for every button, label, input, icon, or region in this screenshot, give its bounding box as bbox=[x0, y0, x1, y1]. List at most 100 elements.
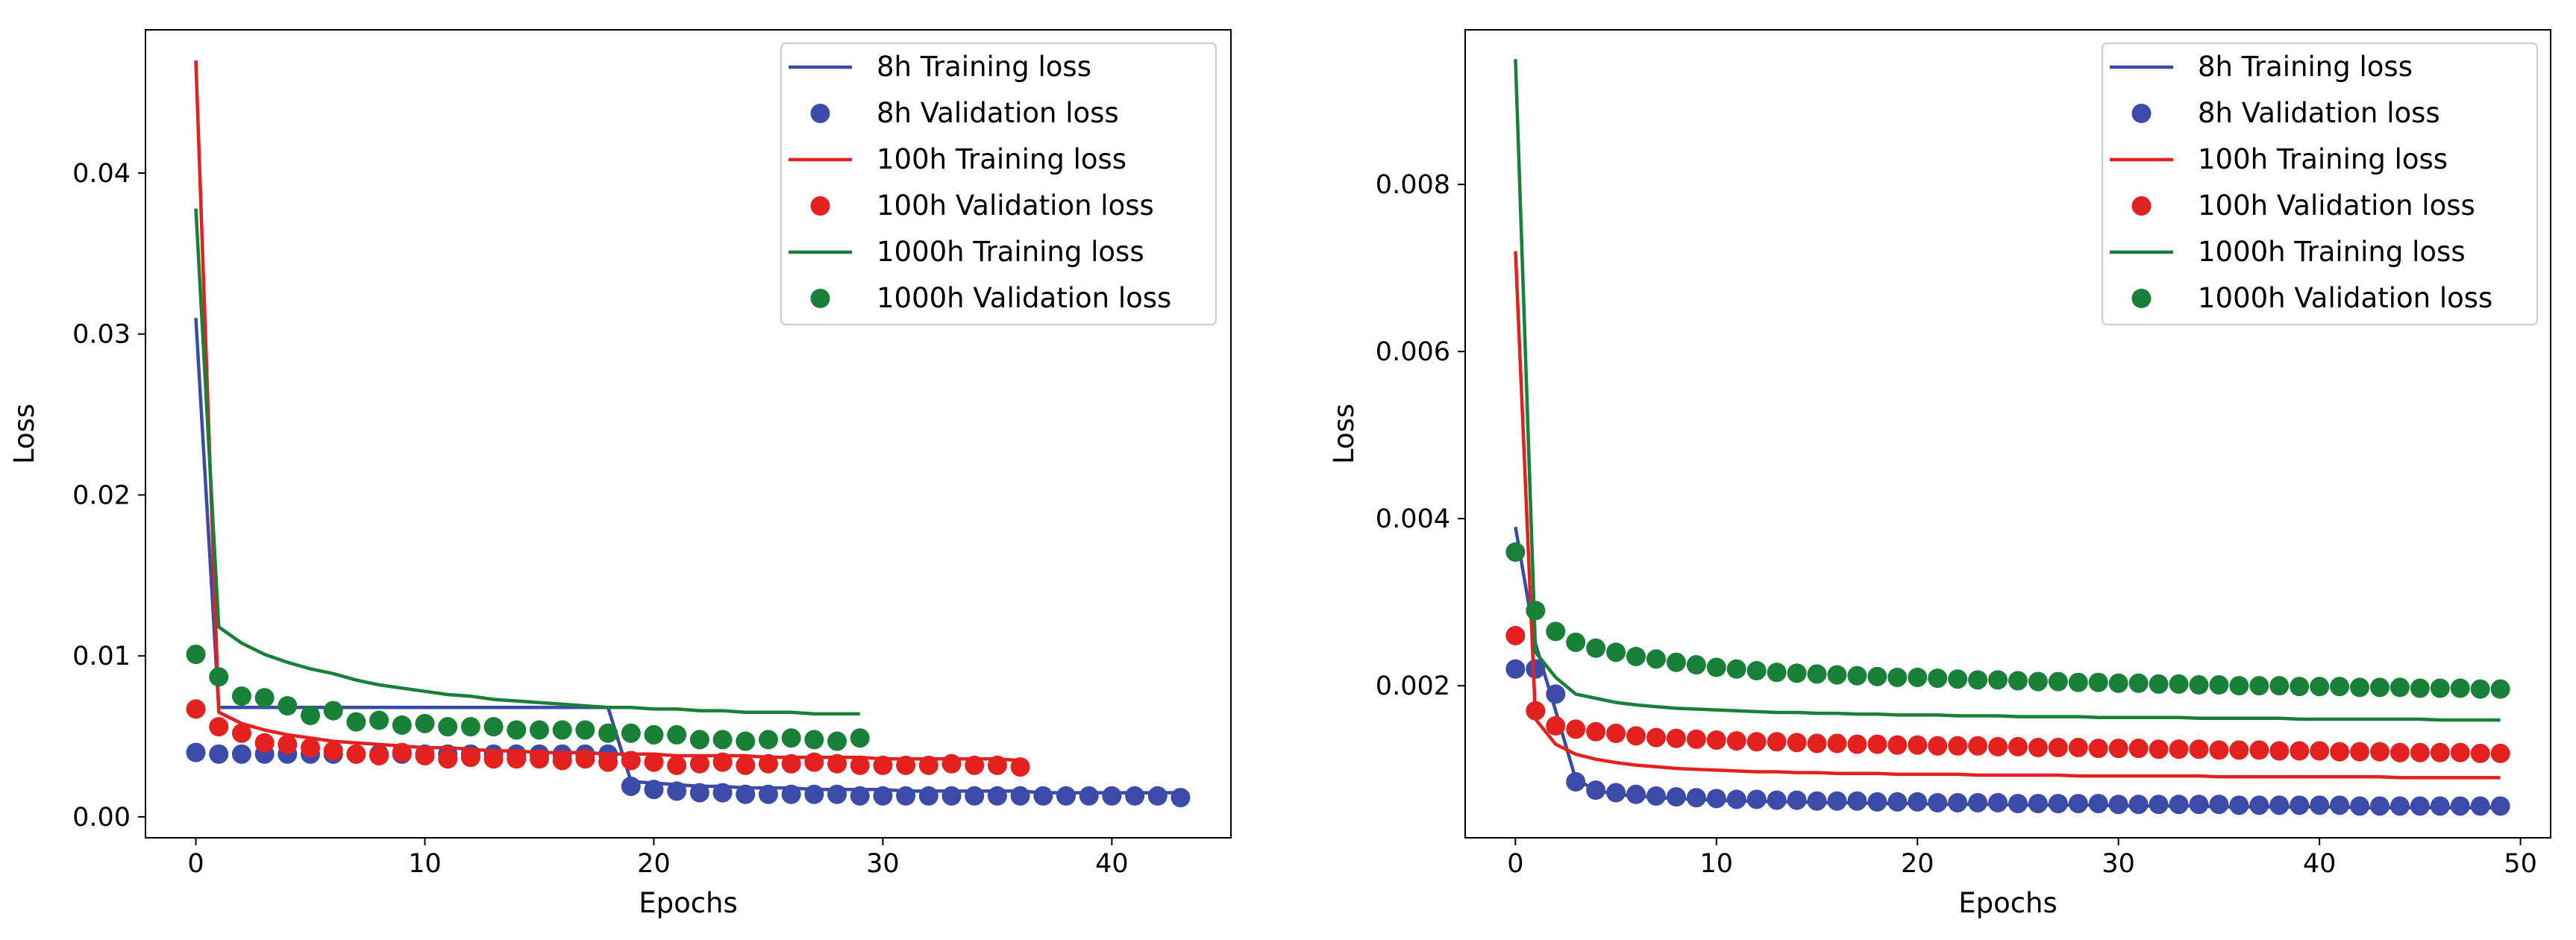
legend-label: 100h Training loss bbox=[877, 143, 1126, 175]
y-tick-label: 0.008 bbox=[1376, 170, 1450, 200]
data-point-1000h-validation-loss bbox=[2068, 672, 2088, 692]
data-point-1000h-validation-loss bbox=[1767, 662, 1787, 683]
data-point-1000h-validation-loss bbox=[529, 720, 549, 740]
data-point-100h-validation-loss bbox=[850, 755, 870, 775]
data-point-1000h-validation-loss bbox=[781, 728, 801, 748]
y-tick-label: 0.004 bbox=[1376, 504, 1450, 534]
data-point-100h-validation-loss bbox=[1606, 724, 1626, 744]
data-point-100h-validation-loss bbox=[529, 749, 549, 769]
x-tick-label: 30 bbox=[866, 849, 900, 879]
data-point-1000h-validation-loss bbox=[1526, 601, 1546, 621]
data-point-1000h-validation-loss bbox=[1646, 649, 1666, 669]
legend-dot-marker bbox=[810, 196, 830, 216]
data-point-100h-validation-loss bbox=[1666, 728, 1686, 748]
data-point-1000h-validation-loss bbox=[2088, 672, 2108, 692]
y-tick-label: 0.002 bbox=[1376, 671, 1450, 701]
data-point-1000h-validation-loss bbox=[689, 730, 709, 750]
data-point-8h-validation-loss bbox=[1887, 792, 1908, 812]
data-point-1000h-validation-loss bbox=[1968, 670, 1988, 690]
data-point-8h-validation-loss bbox=[1988, 792, 2008, 812]
data-point-1000h-validation-loss bbox=[1566, 632, 1586, 652]
data-point-8h-validation-loss bbox=[2048, 794, 2068, 814]
data-point-100h-validation-loss bbox=[1566, 719, 1586, 739]
data-point-100h-validation-loss bbox=[2068, 738, 2088, 758]
y-tick-label: 0.01 bbox=[72, 642, 131, 671]
legend-dot-marker bbox=[810, 104, 830, 123]
data-point-1000h-validation-loss bbox=[575, 720, 595, 740]
legend: 8h Training loss 8h Validation loss 100h T… bbox=[2102, 43, 2538, 325]
legend-dot-marker bbox=[810, 289, 830, 308]
data-point-100h-validation-loss bbox=[2169, 739, 2189, 759]
data-point-100h-validation-loss bbox=[2149, 739, 2169, 759]
y-tick-label: 0.03 bbox=[72, 320, 131, 350]
data-point-100h-validation-loss bbox=[2108, 739, 2128, 759]
data-point-1000h-validation-loss bbox=[1706, 657, 1726, 677]
data-point-8h-validation-loss bbox=[2088, 794, 2108, 814]
data-point-8h-validation-loss bbox=[1079, 786, 1099, 806]
data-point-8h-validation-loss bbox=[1726, 789, 1746, 809]
data-point-100h-validation-loss bbox=[1968, 736, 1988, 756]
data-point-8h-validation-loss bbox=[1787, 790, 1807, 810]
data-point-1000h-validation-loss bbox=[1887, 667, 1908, 687]
data-point-8h-validation-loss bbox=[1606, 783, 1626, 803]
legend-label: 8h Validation loss bbox=[2198, 97, 2440, 129]
data-point-8h-validation-loss bbox=[1646, 786, 1666, 806]
x-tick-label: 20 bbox=[637, 849, 671, 879]
data-point-8h-validation-loss bbox=[2310, 795, 2330, 815]
data-point-100h-validation-loss bbox=[346, 744, 366, 764]
data-point-1000h-validation-loss bbox=[1928, 668, 1948, 689]
data-point-8h-validation-loss bbox=[2169, 795, 2189, 815]
data-point-100h-validation-loss bbox=[1726, 731, 1746, 751]
x-tick-label: 40 bbox=[1095, 849, 1129, 879]
data-point-8h-validation-loss bbox=[209, 744, 229, 764]
data-point-1000h-validation-loss bbox=[1505, 542, 1526, 562]
data-point-8h-validation-loss bbox=[2369, 796, 2389, 816]
data-point-8h-validation-loss bbox=[1908, 792, 1928, 812]
data-point-100h-validation-loss bbox=[598, 752, 618, 772]
data-point-100h-validation-loss bbox=[2008, 736, 2028, 756]
data-point-8h-validation-loss bbox=[965, 786, 985, 806]
data-point-8h-validation-loss bbox=[1505, 659, 1526, 679]
data-point-1000h-validation-loss bbox=[1726, 659, 1746, 679]
data-point-1000h-validation-loss bbox=[483, 717, 504, 737]
data-point-8h-validation-loss bbox=[2350, 796, 2370, 816]
data-point-100h-validation-loss bbox=[2269, 741, 2290, 761]
data-point-8h-validation-loss bbox=[1686, 788, 1706, 808]
data-point-8h-validation-loss bbox=[918, 786, 938, 806]
legend-label: 100h Validation loss bbox=[877, 189, 1154, 222]
data-point-1000h-validation-loss bbox=[758, 730, 778, 750]
data-point-100h-validation-loss bbox=[369, 745, 389, 765]
data-point-100h-validation-loss bbox=[621, 751, 641, 771]
data-point-100h-validation-loss bbox=[2209, 740, 2229, 760]
data-point-8h-validation-loss bbox=[186, 742, 206, 762]
data-point-8h-validation-loss bbox=[2008, 794, 2028, 814]
data-point-8h-validation-loss bbox=[1626, 784, 1646, 804]
data-point-100h-validation-loss bbox=[2330, 742, 2350, 762]
x-tick-label: 10 bbox=[408, 849, 442, 879]
data-point-1000h-validation-loss bbox=[2249, 676, 2269, 696]
data-point-1000h-validation-loss bbox=[209, 667, 229, 687]
legend-box bbox=[2102, 43, 2538, 325]
data-point-8h-validation-loss bbox=[1968, 792, 1988, 812]
data-point-1000h-validation-loss bbox=[2269, 676, 2290, 696]
data-point-1000h-validation-loss bbox=[2229, 676, 2249, 696]
y-axis-label: Loss bbox=[8, 404, 40, 464]
data-point-100h-validation-loss bbox=[1746, 732, 1767, 752]
data-point-8h-validation-loss bbox=[1867, 792, 1887, 812]
data-point-100h-validation-loss bbox=[323, 741, 343, 761]
data-point-100h-validation-loss bbox=[2189, 739, 2209, 759]
data-point-1000h-validation-loss bbox=[1867, 666, 1887, 686]
data-point-8h-validation-loss bbox=[1147, 786, 1168, 806]
data-point-8h-validation-loss bbox=[850, 786, 870, 806]
data-point-100h-validation-loss bbox=[1827, 733, 1847, 753]
data-point-1000h-validation-loss bbox=[2128, 673, 2149, 693]
data-point-1000h-validation-loss bbox=[346, 712, 366, 732]
x-tick-label: 0 bbox=[187, 849, 204, 879]
data-point-100h-validation-loss bbox=[758, 753, 778, 774]
chart-panel-1: 0 10 20 30 40 0.00 0.01 0.02 0.03 0.04 Epochs Loss 8… bbox=[8, 29, 1232, 919]
series-line-100h-training-loss bbox=[1514, 251, 2501, 780]
data-point-8h-validation-loss bbox=[2490, 796, 2510, 816]
data-point-100h-validation-loss bbox=[2128, 739, 2149, 759]
data-point-100h-validation-loss bbox=[2470, 743, 2490, 763]
